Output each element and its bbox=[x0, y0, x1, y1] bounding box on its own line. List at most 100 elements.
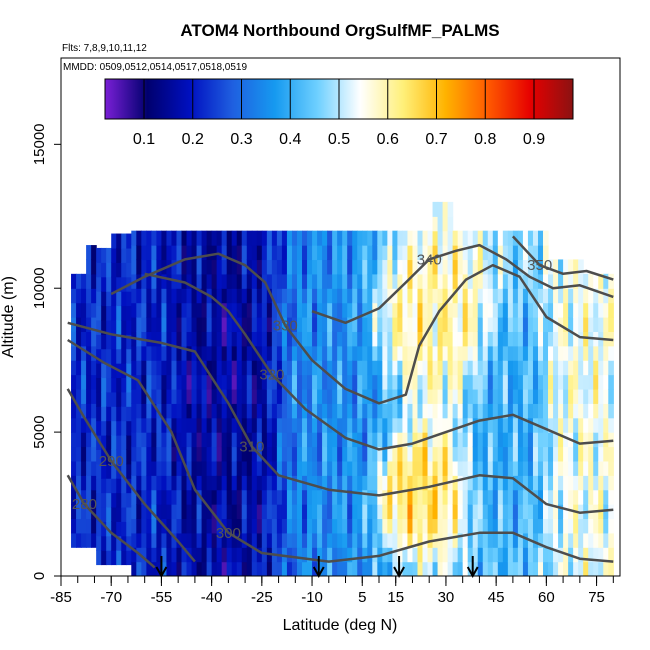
heatmap-cell bbox=[216, 288, 223, 304]
heatmap-cell bbox=[402, 504, 409, 520]
heatmap-cell bbox=[392, 331, 398, 347]
heatmap-cell bbox=[517, 245, 524, 261]
heatmap-cell bbox=[447, 417, 454, 433]
heatmap-cell bbox=[196, 532, 203, 548]
heatmap-cell bbox=[81, 532, 87, 548]
heatmap-cell bbox=[347, 374, 353, 390]
heatmap-cell bbox=[578, 547, 584, 563]
heatmap-cell bbox=[347, 518, 353, 534]
heatmap-cell bbox=[583, 446, 589, 462]
heatmap-cell bbox=[307, 345, 313, 361]
heatmap-cell bbox=[487, 230, 494, 246]
heatmap-cell bbox=[131, 374, 137, 390]
heatmap-cell bbox=[307, 331, 313, 347]
heatmap-cell bbox=[276, 259, 283, 275]
heatmap-cell bbox=[588, 489, 594, 505]
heatmap-cell bbox=[337, 360, 343, 376]
heatmap-cell bbox=[553, 460, 559, 476]
heatmap-cell bbox=[563, 388, 569, 404]
heatmap-cell bbox=[497, 360, 504, 376]
heatmap-cell bbox=[322, 374, 328, 390]
heatmap-cell bbox=[377, 504, 383, 520]
heatmap-cell bbox=[563, 504, 569, 520]
heatmap-cell bbox=[116, 319, 122, 335]
heatmap-cell bbox=[522, 245, 529, 261]
heatmap-cell bbox=[517, 288, 524, 304]
heatmap-cell bbox=[156, 432, 163, 448]
heatmap-cell bbox=[573, 302, 579, 318]
heatmap-cell bbox=[136, 317, 142, 332]
heatmap-cell bbox=[71, 460, 77, 476]
heatmap-cell bbox=[507, 302, 514, 318]
heatmap-cell bbox=[487, 518, 494, 534]
heatmap-cell bbox=[598, 432, 604, 448]
heatmap-cell bbox=[206, 446, 213, 462]
heatmap-cell bbox=[151, 302, 157, 318]
heatmap-cell bbox=[101, 463, 107, 479]
heatmap-cell bbox=[312, 460, 318, 476]
heatmap-cell bbox=[588, 273, 594, 289]
heatmap-cell bbox=[291, 374, 298, 390]
heatmap-cell bbox=[86, 403, 92, 419]
heatmap-cell bbox=[532, 403, 539, 419]
heatmap-cell bbox=[317, 302, 323, 318]
heatmap-cell bbox=[377, 388, 383, 404]
heatmap-cell bbox=[437, 518, 444, 534]
heatmap-cell bbox=[281, 374, 288, 390]
heatmap-cell bbox=[442, 489, 449, 505]
heatmap-cell bbox=[482, 302, 489, 318]
heatmap-cell bbox=[407, 432, 414, 448]
heatmap-cell bbox=[126, 305, 132, 321]
heatmap-cell bbox=[201, 518, 208, 534]
heatmap-cell bbox=[171, 360, 178, 376]
heatmap-cell bbox=[392, 273, 398, 289]
heatmap-cell bbox=[332, 475, 338, 491]
heatmap-cell bbox=[427, 331, 434, 347]
heatmap-cell bbox=[337, 475, 343, 491]
heatmap-cell bbox=[276, 302, 283, 318]
heatmap-cell bbox=[216, 561, 223, 576]
heatmap-cell bbox=[598, 417, 604, 433]
heatmap-cell bbox=[578, 446, 584, 462]
heatmap-cell bbox=[352, 532, 358, 548]
heatmap-cell bbox=[573, 403, 579, 419]
heatmap-cell bbox=[111, 276, 117, 292]
heatmap-cell bbox=[392, 302, 398, 318]
heatmap-cell bbox=[296, 245, 303, 261]
heatmap-cell bbox=[357, 230, 363, 246]
heatmap-cell bbox=[608, 532, 614, 548]
heatmap-cell bbox=[407, 460, 414, 476]
heatmap-cell bbox=[492, 489, 499, 505]
heatmap-cell bbox=[236, 561, 243, 576]
heatmap-cell bbox=[332, 230, 338, 246]
heatmap-cell bbox=[196, 460, 203, 476]
heatmap-cell bbox=[261, 475, 268, 491]
heatmap-cell bbox=[101, 391, 107, 407]
heatmap-cell bbox=[477, 230, 484, 246]
heatmap-cell bbox=[497, 432, 504, 448]
heatmap-cell bbox=[412, 302, 419, 318]
heatmap-cell bbox=[377, 460, 383, 476]
heatmap-cell bbox=[176, 360, 183, 376]
heatmap-cell bbox=[302, 288, 308, 304]
heatmap-cell bbox=[532, 273, 539, 289]
heatmap-cell bbox=[517, 345, 524, 361]
heatmap-cell bbox=[91, 302, 97, 318]
heatmap-cell bbox=[96, 276, 102, 292]
heatmap-cell bbox=[492, 374, 499, 390]
heatmap-cell bbox=[402, 374, 409, 390]
heatmap-cell bbox=[543, 561, 549, 576]
heatmap-cell bbox=[131, 532, 137, 548]
heatmap-cell bbox=[211, 388, 218, 404]
heatmap-cell bbox=[447, 259, 454, 275]
heatmap-cell bbox=[337, 374, 343, 390]
heatmap-cell bbox=[286, 518, 293, 534]
heatmap-cell bbox=[548, 259, 554, 275]
heatmap-cell bbox=[236, 504, 243, 520]
heatmap-cell bbox=[382, 403, 388, 419]
heatmap-cell bbox=[71, 288, 77, 304]
heatmap-cell bbox=[543, 518, 549, 534]
heatmap-cell bbox=[387, 417, 393, 433]
heatmap-cell bbox=[271, 432, 278, 448]
heatmap-cell bbox=[568, 288, 574, 304]
